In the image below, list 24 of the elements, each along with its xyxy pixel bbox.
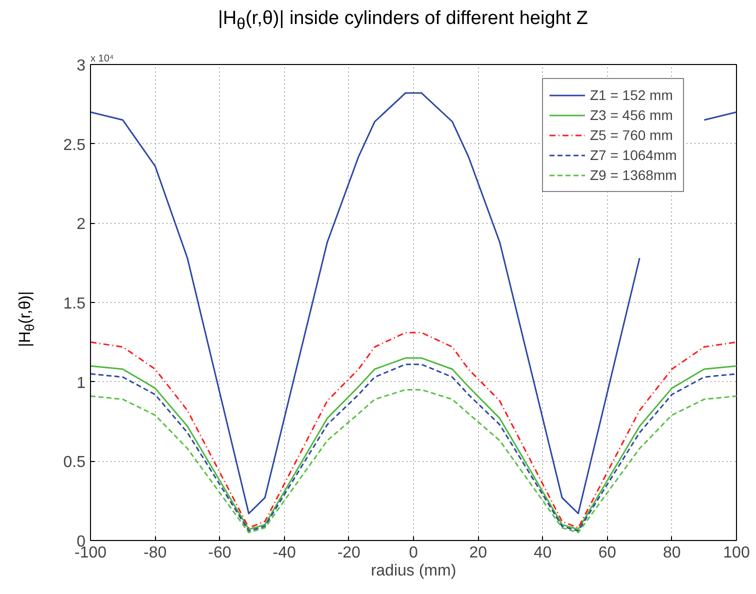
y-tick-label: 1: [76, 374, 86, 392]
annotation: x 10⁴: [90, 54, 114, 64]
legend-label: Z1 = 152 mm: [590, 86, 673, 104]
legend-label: Z3 = 456 mm: [590, 106, 673, 124]
x-tick-label: -80: [144, 544, 167, 562]
x-tick-label: 60: [598, 544, 616, 562]
x-tick-label: -20: [337, 544, 361, 562]
y-tick-label: 2.5: [63, 136, 86, 154]
chart-title: |H$_{θ}$(r,θ)| inside cylinders of different height Z: [218, 7, 588, 35]
legend-label: Z9 = 1368mm: [590, 166, 677, 184]
y-tick-label: 0.5: [63, 454, 86, 472]
x-tick-label: 40: [534, 544, 552, 562]
y-tick-label: 1.5: [63, 296, 86, 312]
x-axis-title: radius (mm): [370, 562, 456, 580]
legend-label: Z7 = 1064mm: [590, 146, 677, 164]
x-tick-label: -40: [272, 544, 296, 562]
x-tick-label: 20: [469, 544, 488, 562]
y-tick-label: 3: [76, 58, 86, 74]
x-tick-label: -60: [208, 544, 232, 562]
x-tick-label: 80: [663, 544, 681, 562]
x-tick-label: 100: [723, 544, 750, 562]
y-tick-label: 2: [76, 216, 86, 234]
x-tick-label: 0: [409, 544, 418, 562]
legend-label: Z5 = 760 mm: [590, 126, 673, 144]
